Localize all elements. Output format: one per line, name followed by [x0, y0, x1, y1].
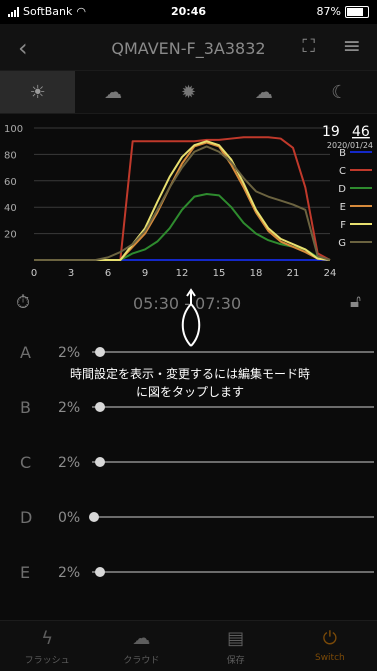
- channel-slider-c[interactable]: [92, 457, 374, 467]
- carrier-area: SoftBank ◠: [8, 5, 86, 18]
- slider-knob[interactable]: [89, 512, 99, 522]
- channel-row-a: A 2%: [0, 341, 377, 365]
- moon-icon: ☾: [331, 81, 348, 103]
- x-tick-label: 12: [176, 268, 189, 279]
- tab-flash[interactable]: ϟ フラッシュ: [0, 621, 94, 671]
- flash-icon: ϟ: [41, 628, 54, 649]
- signal-icon: [8, 6, 19, 17]
- legend-label: E: [340, 202, 346, 213]
- tab-cloud[interactable]: ☁ クラウド: [94, 621, 188, 671]
- current-date: 2020/01/24: [327, 141, 373, 150]
- battery-icon: [345, 5, 369, 18]
- scan-icon[interactable]: ⛶: [302, 36, 315, 57]
- slider-knob[interactable]: [94, 347, 105, 357]
- hint-line-2: に図をタップします: [135, 385, 244, 399]
- channel-letter: B: [20, 398, 31, 417]
- wifi-icon: ◠: [76, 5, 86, 18]
- legend-label: D: [338, 184, 346, 195]
- cloud-icon: ☁: [132, 628, 151, 649]
- x-tick-label: 21: [287, 268, 300, 279]
- channel-row-c: C 2%: [0, 451, 377, 475]
- series-line-f: [34, 140, 331, 261]
- channel-slider-d[interactable]: [89, 512, 374, 522]
- channel-row-e: E 2%: [0, 561, 377, 585]
- current-time-hour: 19: [322, 124, 340, 140]
- tab-save[interactable]: ▤ 保存: [189, 621, 283, 671]
- edit-mode-hint: 時間設定を表示・変更するには編集モード時 に図をタップします: [34, 365, 346, 401]
- x-tick-label: 6: [105, 268, 111, 279]
- legend-label: C: [339, 166, 346, 177]
- menu-icon[interactable]: ≡: [342, 34, 361, 59]
- storm-icon: ☁: [254, 81, 273, 103]
- channel-letter: D: [20, 508, 33, 527]
- x-tick-label: 18: [250, 268, 263, 279]
- y-tick-label: 40: [4, 203, 17, 214]
- channel-slider-b[interactable]: [92, 402, 374, 412]
- cloud-sun-icon: ☁: [104, 81, 123, 103]
- tab-label: クラウド: [123, 656, 160, 666]
- legend-label: F: [340, 220, 346, 231]
- sun-cloud-icon: ☀: [29, 81, 46, 103]
- channel-percent: 2%: [58, 455, 81, 471]
- channel-row-b: B 2%: [0, 396, 377, 420]
- bottom-tab-bar: ϟ フラッシュ ☁ クラウド ▤ 保存 ⏻ Switch: [0, 620, 377, 671]
- channel-slider-e[interactable]: [92, 567, 374, 577]
- mode-tab-moon[interactable]: ☾: [302, 71, 377, 113]
- hint-line-1: 時間設定を表示・変更するには編集モード時: [69, 367, 310, 381]
- channel-slider-a[interactable]: [92, 347, 374, 357]
- time-range: 05:30 - 07:30: [133, 294, 242, 313]
- x-tick-label: 9: [142, 268, 148, 279]
- power-icon: ⏻: [322, 628, 337, 649]
- series-line-d: [34, 193, 331, 261]
- channel-row-d: D 0%: [0, 506, 377, 530]
- y-tick-label: 60: [4, 177, 17, 188]
- mode-tab-storm[interactable]: ☁: [226, 71, 301, 113]
- channel-percent: 2%: [58, 565, 81, 581]
- timer-bar: ⏱ 05:30 - 07:30 🔓︎: [0, 290, 377, 322]
- sun-icon: ✹: [180, 81, 197, 103]
- channel-letter: A: [20, 343, 31, 362]
- stopwatch-icon[interactable]: ⏱: [16, 292, 31, 313]
- x-tick-label: 3: [68, 268, 74, 279]
- series-line-g: [34, 145, 331, 261]
- y-tick-label: 80: [4, 150, 17, 161]
- channel-percent: 2%: [58, 345, 81, 361]
- battery-area: 87%: [317, 5, 369, 18]
- lock-icon[interactable]: 🔓︎: [349, 292, 361, 312]
- channel-percent: 2%: [58, 400, 81, 416]
- tab-label: フラッシュ: [24, 656, 70, 666]
- y-tick-label: 20: [4, 230, 17, 241]
- tab-switch[interactable]: ⏻ Switch: [283, 621, 377, 671]
- status-bar: SoftBank ◠ 20:46 87%: [0, 0, 377, 24]
- device-title: QMAVEN-F_3A3832: [111, 39, 266, 58]
- save-icon: ▤: [227, 628, 245, 649]
- channel-letter: E: [20, 563, 31, 582]
- channel-letter: C: [20, 453, 32, 472]
- x-tick-label: 0: [31, 268, 37, 279]
- carrier-name: SoftBank: [23, 5, 73, 18]
- slider-knob[interactable]: [94, 567, 105, 577]
- y-tick-label: 100: [4, 124, 23, 135]
- x-tick-label: 15: [213, 268, 226, 279]
- lighting-mode-tabs: ☀ ☁ ✹ ☁ ☾: [0, 70, 377, 114]
- mode-tab-cloud[interactable]: ☁: [75, 71, 150, 113]
- status-time: 20:46: [170, 5, 206, 18]
- legend-label: G: [338, 238, 346, 249]
- back-chevron-icon[interactable]: ‹: [18, 34, 28, 62]
- x-tick-label: 24: [324, 268, 337, 279]
- touch-cursor-icon: [181, 288, 201, 347]
- current-time-minutes: 46: [352, 124, 370, 140]
- tab-label: 保存: [226, 656, 245, 666]
- mode-tab-sun[interactable]: ✹: [151, 71, 226, 113]
- tab-label: Switch: [314, 653, 345, 663]
- mode-tab-cloudy-sun[interactable]: ☀: [0, 71, 76, 113]
- slider-knob[interactable]: [94, 457, 105, 467]
- nav-bar: ‹ QMAVEN-F_3A3832 ⛶ ≡: [0, 24, 377, 70]
- battery-percent: 87%: [316, 5, 341, 18]
- legend-label: B: [339, 148, 346, 159]
- channel-percent: 0%: [58, 510, 81, 526]
- slider-knob[interactable]: [94, 402, 105, 412]
- schedule-chart[interactable]: 100 80 60 40 20 0 3 6 9 12 15 18 21 24 B C D E F G 19 46 2020/…: [0, 112, 377, 290]
